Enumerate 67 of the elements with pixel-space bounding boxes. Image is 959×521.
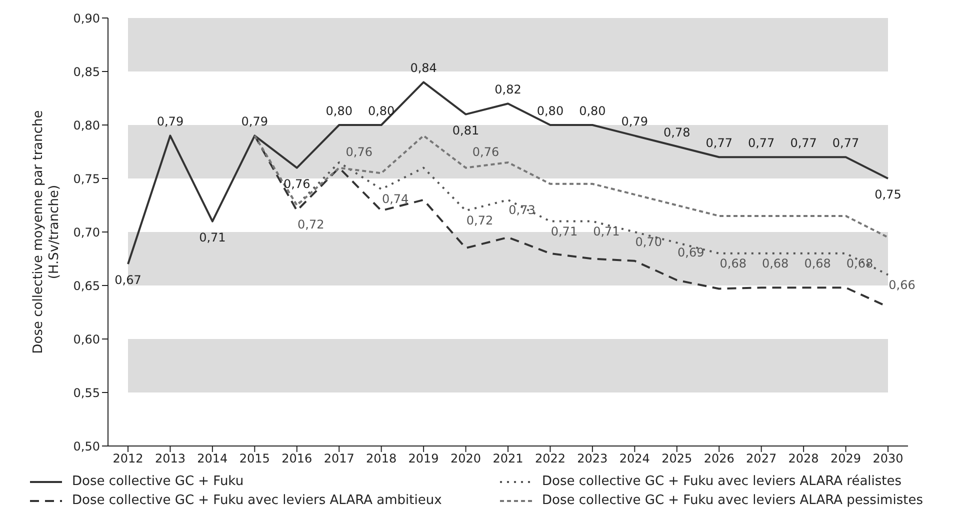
data-label: 0,73 [508,202,536,217]
x-tick-label: 2020 [450,452,482,466]
data-label: 0,68 [804,256,831,270]
y-tick-label: 0,75 [73,172,100,186]
data-label: 0,82 [494,82,522,97]
x-tick-label: 2012 [112,452,144,466]
data-label: 0,72 [298,218,324,232]
data-label: 0,77 [748,136,775,150]
x-tick-label: 2023 [577,452,608,466]
y-tick-label: 0,90 [73,11,100,26]
data-label: 0,67 [114,273,142,288]
data-label: 0,70 [635,235,662,249]
x-tick-label: 2015 [239,452,270,466]
x-tick-label: 2022 [534,452,566,466]
x-tick-label: 2018 [366,452,397,466]
data-label: 0,71 [550,224,578,238]
data-label: 0,79 [156,114,184,129]
legend-label: Dose collective GC + Fuku avec leviers ALARA pessimistes [542,493,923,508]
x-tick-label: 2017 [324,452,354,466]
data-label: 0,72 [466,214,494,228]
data-label: 0,78 [664,125,690,140]
y-tick-label: 0,70 [73,225,100,240]
data-label: 0,74 [382,192,409,206]
legend-label: Dose collective GC + Fuku avec leviers ALARA réalistes [542,474,902,489]
x-tick-label: 2029 [830,452,862,466]
y-tick-label: 0,65 [73,278,100,293]
x-tick-label: 2016 [282,452,312,466]
data-label: 0,68 [762,256,789,270]
data-label: 0,69 [678,246,704,260]
data-label: 0,68 [720,256,746,270]
data-label: 0,81 [452,123,480,138]
x-tick-label: 2026 [704,452,734,466]
data-label: 0,79 [621,114,648,129]
y-tick-label: 0,80 [73,118,100,132]
data-label: 0,71 [593,224,620,238]
data-label: 0,79 [241,114,268,129]
data-label: 0,66 [888,278,916,292]
x-tick-label: 2021 [492,452,524,466]
x-tick-label: 2025 [662,452,692,466]
data-label: 0,76 [346,144,372,159]
x-tick-label: 2027 [746,452,777,466]
data-label: 0,77 [832,136,860,150]
data-label: 0,76 [284,176,310,191]
data-label: 0,68 [846,256,874,270]
data-label: 0,80 [368,104,395,118]
data-label: 0,80 [579,104,606,118]
y-tick-label: 0,85 [73,64,100,79]
data-label: 0,80 [536,104,564,118]
legend-label: Dose collective GC + Fuku avec leviers ALARA ambitieux [72,493,442,508]
y-tick-label: 0,60 [73,332,100,346]
data-label: 0,71 [199,230,226,244]
y-tick-label: 0,50 [73,439,100,454]
x-tick-label: 2030 [872,452,904,466]
data-label: 0,84 [410,61,437,76]
legend-label: Dose collective GC + Fuku [72,474,244,489]
x-tick-label: 2019 [408,452,439,466]
y-axis-title: Dose collective moyenne par tranche (H.Sv/tranche) [31,110,62,354]
x-tick-label: 2024 [619,452,650,466]
data-label: 0,76 [472,144,500,159]
x-tick-label: 2013 [154,452,186,466]
data-label: 0,75 [874,188,902,202]
data-label: 0,77 [706,136,732,150]
data-label: 0,80 [326,104,352,118]
x-tick-label: 2028 [788,452,819,466]
x-tick-label: 2014 [197,452,228,466]
data-label: 0,77 [790,136,817,150]
y-tick-label: 0,55 [73,386,100,400]
